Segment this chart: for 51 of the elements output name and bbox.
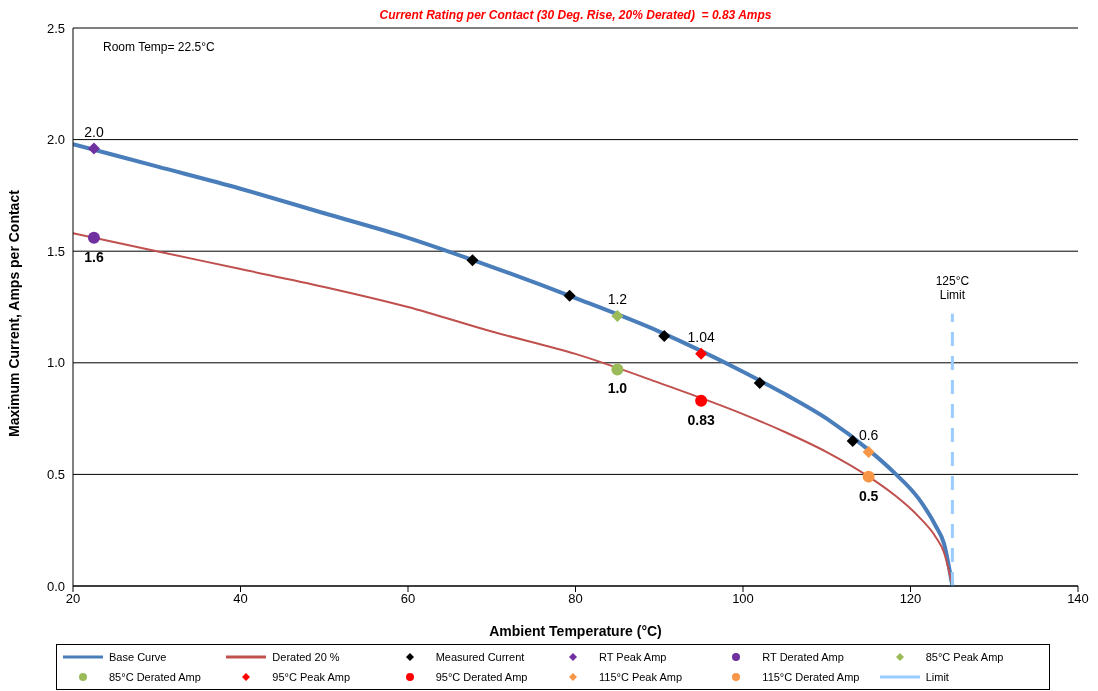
y-tick-label: 1.5 [46,243,65,259]
data-label: 0.83 [687,411,715,428]
point [753,376,766,389]
data-label: 2.0 [84,123,104,140]
y-tick-label: 0.0 [46,578,65,594]
point [846,434,859,447]
y-tick-label: 2.5 [46,20,65,36]
point [695,347,708,360]
point [563,289,576,302]
x-axis-title: Ambient Temperature (°C) [489,623,662,639]
data-label: 0.5 [858,487,879,504]
data-label: 1.0 [607,380,628,397]
x-tick-label: 120 [899,591,922,607]
legend-label: 95°C Derated Amp [435,671,528,683]
annotation: 125°C Limit [934,273,971,302]
legend-label: RT Derated Amp [762,651,844,663]
point [466,254,479,267]
point [862,470,875,483]
legend-label: 85°C Peak Amp [925,651,1004,663]
y-tick-label: 0.5 [46,467,65,483]
data-label: 1.2 [607,290,628,307]
y-tick-label: 2.0 [46,132,65,148]
point [87,142,100,155]
point [87,231,100,244]
legend-label: 115°C Derated Amp [762,671,860,683]
point [695,394,708,407]
y-axis-title: Maximum Current, Amps per Contact [5,189,22,437]
x-tick-label: 20 [65,591,81,607]
data-label: 0.6 [858,427,879,444]
legend-label: 115°C Peak Amp [598,671,683,683]
x-tick-label: 140 [1067,591,1089,607]
chart-title: Current Rating per Contact (30 Deg. Rise, 20% Derated) = 0.83 Amps [378,8,773,22]
x-tick-label: 80 [568,591,583,607]
legend-label: 95°C Peak Amp [272,671,351,683]
point [611,309,624,322]
x-tick-label: 100 [732,591,754,607]
y-tick-label: 1.0 [46,355,65,371]
x-tick-label: 40 [233,591,248,607]
x-tick-label: 60 [400,591,416,607]
legend-label: Derated 20 % [272,651,340,663]
legend-label: Limit [925,671,949,683]
legend-label: 85°C Derated Amp [109,671,201,683]
data-label: 1.6 [84,248,104,265]
point [862,446,875,459]
legend-label: Base Curve [109,651,167,663]
point [658,330,671,343]
legend-label: RT Peak Amp [598,651,667,663]
point [611,363,624,376]
legend-label: Measured Current [435,651,525,663]
data-label: 1.04 [687,328,715,345]
annotation: Room Temp= 22.5°C [103,40,215,54]
